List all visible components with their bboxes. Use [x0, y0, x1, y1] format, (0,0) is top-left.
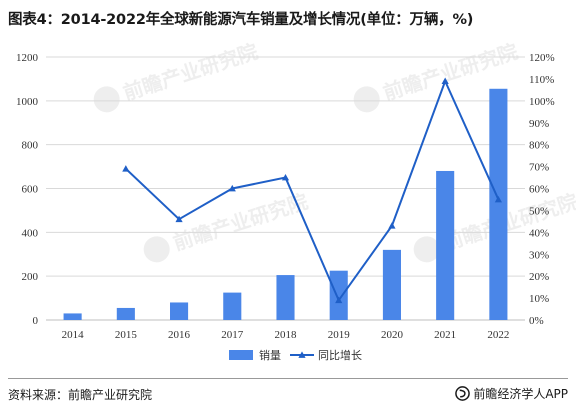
y-right-tick-30: 30%: [529, 249, 549, 261]
bar-2022: [489, 88, 508, 320]
y-left-tick-400: 400: [22, 227, 39, 239]
x-tick-2016: 2016: [168, 329, 191, 341]
watermark-logo-icon: [413, 236, 440, 263]
watermark-logo-icon: [93, 86, 120, 113]
y-left-tick-200: 200: [22, 271, 39, 283]
y-right-tick-0: 0%: [529, 315, 544, 327]
bar-2021: [436, 170, 455, 320]
brand-logo-icon: [455, 385, 471, 401]
x-tick-2020: 2020: [381, 329, 404, 341]
y-right-tick-20: 20%: [529, 271, 549, 283]
bar-2014: [63, 313, 82, 320]
growth-marker-2019: [335, 296, 343, 304]
legend-bar-label: 销量: [259, 348, 281, 362]
y-right-tick-90: 90%: [529, 118, 549, 130]
y-right-tick-50: 50%: [529, 205, 549, 217]
x-tick-2018: 2018: [275, 329, 298, 341]
x-tick-2017: 2017: [221, 329, 244, 341]
growth-line: [125, 78, 500, 303]
y-right-tick-80: 80%: [529, 140, 549, 152]
growth-marker-2016: [175, 215, 183, 223]
bar-2018: [276, 275, 295, 320]
chart-title: 图表4：2014-2022年全球新能源汽车销量及增长情况(单位：万辆，%): [8, 12, 474, 28]
growth-marker-2020: [388, 222, 396, 229]
bar-2016: [170, 302, 189, 320]
brand-name: 前瞻经济学人APP: [473, 386, 568, 401]
y-left-tick-1000: 1000: [16, 96, 39, 108]
watermark-text: 前瞻产业研究院: [120, 39, 261, 105]
footer: 资料来源：前瞻产业研究院 前瞻经济学人APP: [0, 378, 576, 417]
legend-bar-swatch: [229, 350, 253, 360]
y-axis-right: 0% 10% 20% 30% 40% 50% 60% 70% 80% 90% 100% 110% 120…: [529, 52, 555, 327]
bar-2015: [116, 307, 135, 320]
bar-series: [63, 88, 508, 320]
y-right-tick-120: 120%: [529, 52, 555, 64]
legend: 销量 同比增长: [229, 348, 362, 362]
watermark-2: 前瞻产业研究院: [143, 189, 311, 263]
growth-marker-2021: [441, 77, 449, 84]
growth-marker-2022: [494, 195, 502, 203]
y-right-tick-100: 100%: [529, 96, 555, 108]
y-left-tick-1200: 1200: [16, 52, 39, 64]
bar-2019: [329, 270, 348, 320]
y-right-tick-40: 40%: [529, 227, 549, 239]
x-tick-2014: 2014: [62, 329, 85, 341]
y-left-tick-600: 600: [22, 184, 39, 196]
y-axis-left: 0 200 400 600 800 1000 1200: [16, 52, 39, 327]
footer-divider: [8, 378, 568, 379]
x-tick-2022: 2022: [487, 329, 509, 341]
y-right-tick-10: 10%: [529, 293, 549, 305]
growth-marker-2017: [228, 184, 236, 192]
x-axis: 2014 2015 2016 2017 2018 2019 2020 2021 2022: [62, 329, 510, 341]
legend-line-marker: [298, 351, 306, 358]
x-tick-2015: 2015: [115, 329, 138, 341]
y-right-tick-60: 60%: [529, 184, 549, 196]
brand-mark: 前瞻经济学人APP: [455, 384, 568, 402]
y-left-tick-0: 0: [33, 315, 39, 327]
watermark-text: 前瞻产业研究院: [440, 189, 576, 255]
growth-marker-2015: [122, 165, 130, 172]
watermark-text: 前瞻产业研究院: [170, 189, 311, 255]
growth-marker-2018: [281, 173, 290, 181]
bar-2020: [382, 249, 401, 320]
watermark-0: 前瞻产业研究院: [93, 39, 261, 113]
watermark-logo-icon: [143, 236, 170, 263]
x-tick-2019: 2019: [328, 329, 351, 341]
bar-2017: [223, 292, 242, 320]
y-right-tick-70: 70%: [529, 162, 549, 174]
source-note: 资料来源：前瞻产业研究院: [8, 388, 153, 402]
legend-line-label: 同比增长: [318, 348, 362, 362]
line-series: [122, 77, 502, 304]
watermark-logo-icon: [353, 86, 380, 113]
y-right-tick-110: 110%: [529, 74, 554, 86]
x-tick-2021: 2021: [434, 329, 456, 341]
y-left-tick-800: 800: [22, 140, 39, 152]
